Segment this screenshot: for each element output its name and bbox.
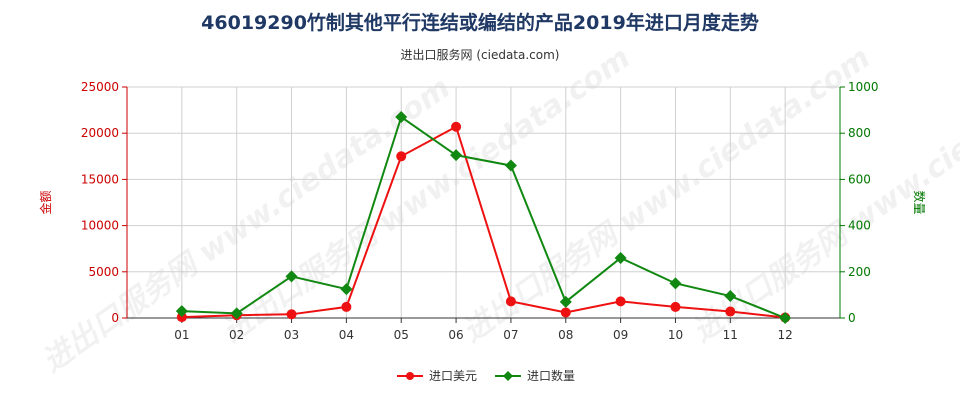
- right-tick-label: 600: [848, 172, 871, 186]
- x-tick-label: 09: [613, 328, 628, 342]
- data-point-qty: [504, 159, 517, 172]
- legend-label: 进口数量: [527, 368, 575, 383]
- x-tick-label: 07: [503, 328, 518, 342]
- data-point-usd: [176, 312, 187, 323]
- right-tick-label: 1000: [848, 80, 879, 94]
- left-tick-label: 10000: [81, 219, 119, 233]
- legend-label: 进口美元: [429, 369, 477, 383]
- x-tick-label: 04: [339, 328, 354, 342]
- data-point-usd: [560, 307, 571, 318]
- data-point-usd: [286, 309, 297, 320]
- data-point-qty: [285, 270, 298, 283]
- left-tick-label: 20000: [81, 126, 119, 140]
- right-tick-label: 400: [848, 219, 871, 233]
- left-tick-label: 0: [111, 311, 119, 325]
- x-tick-label: 03: [284, 328, 299, 342]
- x-tick-label: 06: [448, 328, 463, 342]
- data-point-qty: [340, 283, 353, 296]
- right-tick-label: 0: [848, 311, 856, 325]
- x-tick-label: 01: [174, 328, 189, 342]
- data-point-qty: [779, 312, 792, 324]
- left-tick-label: 25000: [81, 80, 119, 94]
- data-point-qty: [175, 305, 188, 318]
- series-line-2: [181, 115, 786, 319]
- left-tick-label: 15000: [81, 172, 119, 186]
- data-point-qty: [724, 290, 737, 303]
- data-point-qty: [395, 111, 408, 124]
- data-point-qty: [450, 149, 463, 162]
- chart-title: 46019290竹制其他平行连结或编结的产品2019年进口月度走势: [201, 12, 759, 34]
- x-tick-label: 11: [723, 328, 738, 342]
- data-point-usd: [670, 301, 681, 312]
- series-line-1: [181, 125, 786, 319]
- right-tick-label: 800: [848, 126, 871, 140]
- x-tick-label: 08: [558, 328, 573, 342]
- data-point-qty: [669, 277, 682, 290]
- left-tick-label: 5000: [88, 265, 119, 279]
- data-point-usd: [396, 151, 407, 162]
- legend-marker-qty: [503, 371, 513, 381]
- data-point-usd: [725, 306, 736, 317]
- data-point-qty: [614, 251, 627, 264]
- chart-subtitle: 进出口服务网 (ciedata.com): [400, 48, 560, 62]
- data-point-usd: [341, 301, 352, 312]
- data-point-usd: [451, 121, 462, 132]
- x-tick-label: 02: [229, 328, 244, 342]
- legend-marker-usd: [406, 372, 414, 380]
- right-axis-title: 数量: [912, 190, 927, 214]
- x-tick-label: 10: [668, 328, 683, 342]
- data-point-qty: [559, 295, 572, 308]
- x-tick-label: 05: [394, 328, 409, 342]
- data-point-usd: [505, 296, 516, 307]
- data-point-qty: [230, 307, 243, 320]
- right-tick-label: 200: [848, 265, 871, 279]
- data-point-usd: [615, 296, 626, 307]
- x-tick-label: 12: [778, 328, 793, 342]
- left-axis-title: 金额: [38, 190, 53, 214]
